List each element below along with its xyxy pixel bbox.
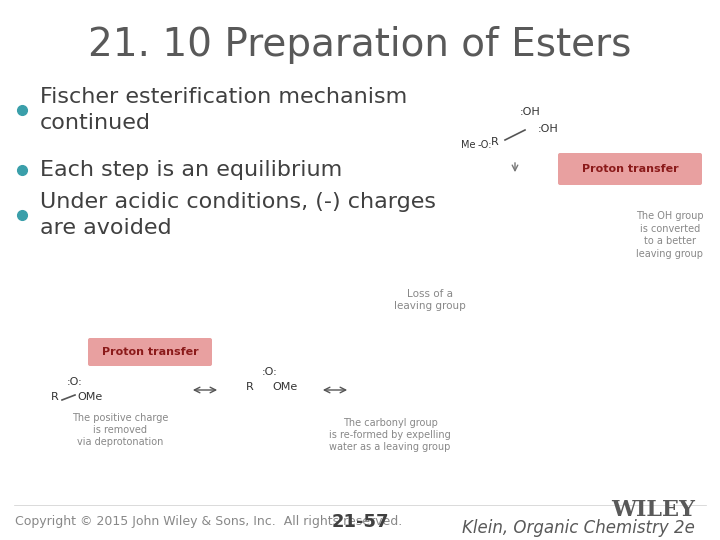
Text: :O:: :O:	[67, 377, 83, 387]
Text: :OH: :OH	[520, 107, 541, 117]
Text: OMe: OMe	[77, 392, 103, 402]
Text: Proton transfer: Proton transfer	[582, 164, 678, 174]
Text: 21. 10 Preparation of Esters: 21. 10 Preparation of Esters	[89, 26, 631, 64]
Text: The OH group
is converted
to a better
leaving group: The OH group is converted to a better le…	[636, 211, 704, 259]
Text: Loss of a
leaving group: Loss of a leaving group	[394, 289, 466, 311]
Text: 21-57: 21-57	[331, 513, 389, 531]
Text: Proton transfer: Proton transfer	[102, 347, 198, 357]
Text: -O:: -O:	[478, 140, 492, 150]
Text: :O:: :O:	[262, 367, 278, 377]
Text: R: R	[51, 392, 59, 402]
Text: Fischer esterification mechanism
continued: Fischer esterification mechanism continu…	[40, 87, 408, 133]
Text: Me: Me	[461, 140, 475, 150]
Text: Under acidic conditions, (-) charges
are avoided: Under acidic conditions, (-) charges are…	[40, 192, 436, 238]
FancyBboxPatch shape	[88, 338, 212, 366]
Text: Klein, Organic Chemistry 2e: Klein, Organic Chemistry 2e	[462, 519, 695, 537]
Text: The carbonyl group
is re-formed by expelling
water as a leaving group: The carbonyl group is re-formed by expel…	[329, 417, 451, 453]
Text: OMe: OMe	[272, 382, 297, 392]
Text: R: R	[246, 382, 254, 392]
Text: The positive charge
is removed
via deprotonation: The positive charge is removed via depro…	[72, 413, 168, 448]
FancyBboxPatch shape	[558, 153, 702, 185]
Text: Each step is an equilibrium: Each step is an equilibrium	[40, 160, 342, 180]
Text: R: R	[491, 137, 499, 147]
Text: :OH: :OH	[538, 124, 559, 134]
Text: Copyright © 2015 John Wiley & Sons, Inc.  All rights reserved.: Copyright © 2015 John Wiley & Sons, Inc.…	[15, 516, 402, 529]
Text: WILEY: WILEY	[611, 499, 695, 521]
